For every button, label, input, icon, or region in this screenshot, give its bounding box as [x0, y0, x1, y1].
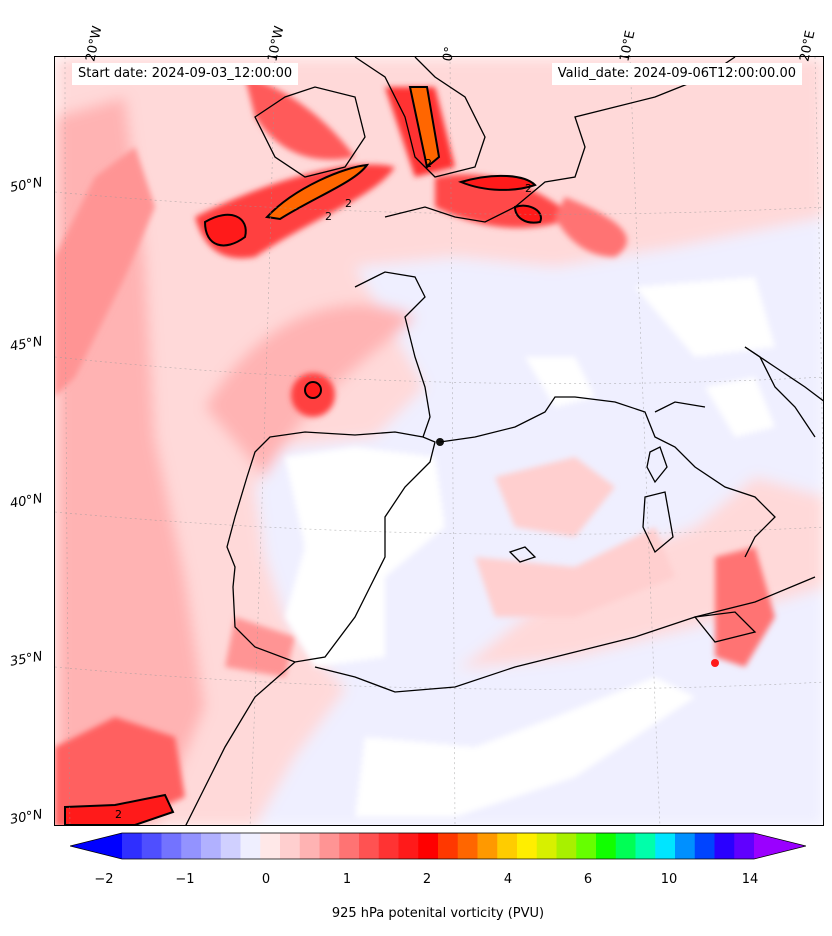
colorbar-swatch — [260, 833, 281, 859]
contour-label: 2 — [525, 182, 532, 195]
colorbar-swatch — [576, 833, 597, 859]
contour-label: 2 — [345, 197, 352, 210]
pv-map: 2 2 2 2 2 — [55, 57, 823, 825]
colorbar-swatch — [675, 833, 696, 859]
latitude-label: 40°N — [8, 491, 44, 512]
colorbar — [70, 832, 806, 860]
colorbar-swatch — [734, 833, 755, 859]
colorbar-swatch — [201, 833, 222, 859]
gridlines — [55, 57, 823, 825]
colorbar-swatch — [438, 833, 459, 859]
colorbar-swatch — [418, 833, 439, 859]
colorbar-extend-max — [754, 833, 806, 859]
longitude-label: 0° — [440, 45, 459, 63]
colorbar-tick: 6 — [583, 872, 593, 887]
colorbar-swatch — [161, 833, 182, 859]
colorbar-swatch — [181, 833, 202, 859]
start-date-label: Start date: 2024-09-03_12:00:00 — [72, 63, 299, 85]
colorbar-label: 925 hPa potenital vorticity (PVU) — [331, 906, 545, 921]
latitude-label: 50°N — [8, 175, 44, 196]
map-panel: 2 2 2 2 2 — [54, 56, 824, 826]
colorbar-swatch — [319, 833, 340, 859]
colorbar-swatch — [378, 833, 399, 859]
colorbar-swatch — [655, 833, 676, 859]
colorbar-swatch — [536, 833, 557, 859]
colorbar-swatch — [714, 833, 735, 859]
contour-label: 2 — [325, 210, 332, 223]
latitude-label: 35°N — [8, 649, 44, 670]
valid-date-label: Valid_date: 2024-09-06T12:00:00.00 — [551, 63, 802, 85]
colorbar-swatch — [240, 833, 261, 859]
latitude-label: 30°N — [8, 807, 44, 828]
colorbar-swatch — [635, 833, 656, 859]
colorbar-swatch — [517, 833, 538, 859]
colorbar-tick: 14 — [741, 872, 759, 887]
colorbar-swatch — [339, 833, 360, 859]
colorbar-tick: 1 — [342, 872, 352, 887]
colorbar-swatch — [556, 833, 577, 859]
colorbar-swatch — [359, 833, 380, 859]
colorbar-tick: 4 — [503, 872, 513, 887]
colorbar-swatch — [141, 833, 162, 859]
colorbar-swatch — [398, 833, 419, 859]
latitude-label: 45°N — [8, 334, 44, 355]
pv-cores — [64, 86, 719, 825]
colorbar-tick: 0 — [261, 872, 271, 887]
coastlines — [185, 57, 823, 825]
contour-labels: 2 2 2 2 2 — [115, 157, 532, 821]
colorbar-swatch — [615, 833, 636, 859]
colorbar-tick: 10 — [660, 872, 678, 887]
pv-field-details — [55, 77, 775, 825]
colorbar-tick: 2 — [422, 872, 432, 887]
colorbar-outline — [70, 832, 806, 860]
colorbar-swatch — [477, 833, 498, 859]
colorbar-swatch — [457, 833, 478, 859]
contour-label: 2 — [115, 808, 122, 821]
colorbar-swatch — [596, 833, 617, 859]
colorbar-swatch — [497, 833, 518, 859]
colorbar-swatch — [122, 833, 143, 859]
colorbar-swatch — [220, 833, 241, 859]
colorbar-tick: −2 — [94, 872, 114, 887]
contour-label: 2 — [425, 157, 432, 170]
colorbar-swatch — [280, 833, 301, 859]
colorbar-extend-min — [70, 833, 122, 859]
colorbar-swatch — [694, 833, 715, 859]
colorbar-swatch — [299, 833, 320, 859]
colorbar-tick: −1 — [175, 872, 195, 887]
